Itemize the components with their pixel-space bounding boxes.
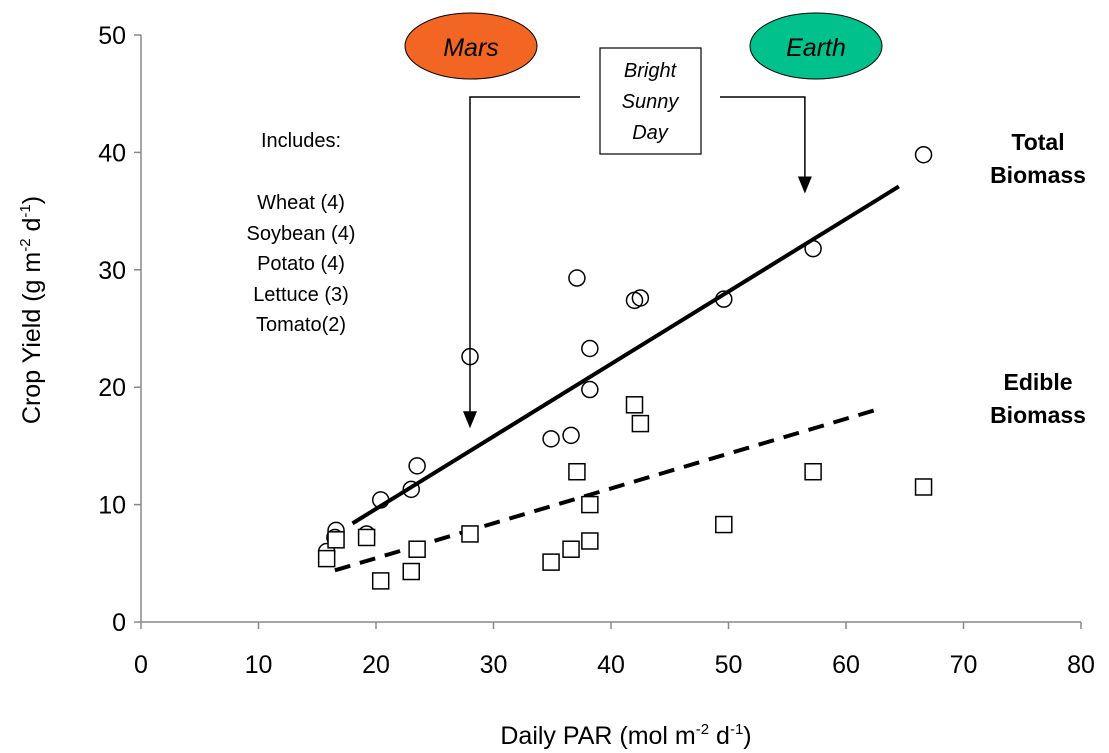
mars-label: Mars [443, 34, 499, 62]
x-tick-label: 60 [832, 651, 860, 679]
edible-biomass-point [327, 531, 345, 549]
includes-note: Includes: Wheat (4) Soybean (4) Potato (… [247, 130, 356, 336]
earth-arrowhead [797, 176, 812, 194]
y-axis-title-sup2: -1 [17, 204, 34, 217]
edible-biomass-point [408, 540, 426, 558]
callout-line: Bright [624, 60, 678, 82]
earth-arrow-line [720, 96, 806, 178]
markers [317, 145, 933, 590]
total-biomass-point [581, 339, 599, 358]
x-tick-label: 70 [950, 651, 978, 679]
edible-biomass-trendline [334, 406, 882, 573]
y-axis-title: Crop Yield (g m-2 d-1) [17, 196, 46, 424]
x-tick-label: 0 [134, 651, 148, 679]
total-biomass-point [408, 457, 426, 475]
x-tick-label: 80 [1067, 651, 1095, 679]
total-biomass-point [631, 289, 650, 307]
edible-biomass-point [317, 549, 336, 568]
y-tick-label: 10 [98, 492, 126, 520]
mars-arrow-line [469, 96, 580, 413]
x-axis-title-end: ) [743, 722, 751, 750]
callout-box-border [599, 47, 702, 155]
total-biomass-point [581, 380, 599, 399]
y-axis-title-sup1: -2 [17, 238, 34, 251]
edible-biomass-point [625, 396, 644, 414]
includes-heading: Includes: [261, 130, 341, 152]
edible-biomass-point [371, 572, 390, 590]
x-ticks: 0 10 20 30 40 50 60 70 80 [134, 622, 1095, 679]
earth-ellipse [749, 12, 883, 80]
y-tick-label: 0 [112, 609, 126, 637]
total-biomass-point [715, 290, 733, 308]
total-biomass-point [542, 430, 560, 448]
mars-ellipse [404, 12, 538, 80]
edible-biomass-point [715, 515, 733, 534]
y-tick-label: 20 [98, 374, 126, 402]
series-labels: Total Biomass Edible Biomass [990, 129, 1086, 428]
total-biomass-point [804, 239, 822, 258]
y-tick-label: 40 [98, 139, 126, 167]
x-tick-label: 10 [245, 651, 273, 679]
x-tick-label: 30 [480, 651, 508, 679]
trendlines [334, 184, 900, 573]
total-biomass-point [562, 426, 580, 445]
callout-line: Day [632, 122, 669, 144]
edible-biomass-point [402, 562, 420, 581]
total-biomass-point [371, 491, 390, 509]
edible-biomass-point [581, 495, 599, 514]
x-tick-label: 40 [597, 651, 625, 679]
crop-entry: Potato (4) [257, 253, 345, 275]
edible-biomass-point [461, 525, 479, 543]
edible-biomass-point [568, 462, 586, 481]
y-tick-label: 50 [98, 22, 126, 50]
total-biomass-point [461, 347, 479, 366]
x-axis-title-sup2: -1 [730, 721, 743, 738]
mars-oval: Mars [404, 12, 538, 80]
edible-biomass-point [542, 553, 560, 571]
crop-entry: Soybean (4) [247, 223, 356, 245]
y-ticks: 0 10 20 30 40 50 [98, 22, 141, 637]
y-axis-title-end: ) [18, 196, 46, 204]
crop-entry: Lettuce (3) [253, 284, 349, 306]
edible-biomass-point [804, 462, 822, 481]
x-tick-label: 20 [362, 651, 390, 679]
edible-biomass-label: Biomass [990, 402, 1086, 428]
edible-biomass-point [631, 414, 650, 433]
y-axis-title-main: Crop Yield (g m [18, 252, 46, 424]
axes: 0 10 20 30 40 50 60 70 80 0 10 20 30 40 50 [98, 22, 1095, 679]
edible-biomass-label: Edible [1003, 369, 1072, 395]
total-biomass-point [568, 269, 586, 287]
y-axis-title-mid: d [18, 218, 46, 239]
edible-biomass-point [562, 540, 580, 558]
bright-sunny-day-callout: Bright Sunny Day [599, 47, 702, 155]
x-axis-title-sup1: -2 [696, 721, 709, 738]
edible-biomass-point [581, 532, 599, 550]
total-biomass-point [914, 145, 933, 164]
callout-line: Sunny [622, 91, 680, 113]
edible-biomass-point [357, 528, 376, 547]
mars-arrowhead [463, 411, 477, 429]
x-axis-title-main: Daily PAR (mol m [500, 722, 695, 750]
callout-arrows [463, 96, 812, 429]
earth-label: Earth [786, 34, 846, 62]
crop-entry: Wheat (4) [257, 192, 345, 214]
x-tick-label: 50 [715, 651, 743, 679]
total-biomass-point [402, 480, 420, 499]
x-axis-title-mid: d [709, 722, 730, 750]
total-biomass-label: Total [1011, 129, 1064, 155]
earth-oval: Earth [749, 12, 883, 80]
edible-biomass-point [914, 478, 933, 496]
x-axis-title: Daily PAR (mol m-2 d-1) [500, 721, 751, 750]
crop-entry: Tomato(2) [256, 314, 346, 336]
y-tick-label: 30 [98, 257, 126, 285]
total-biomass-label: Biomass [990, 162, 1086, 188]
